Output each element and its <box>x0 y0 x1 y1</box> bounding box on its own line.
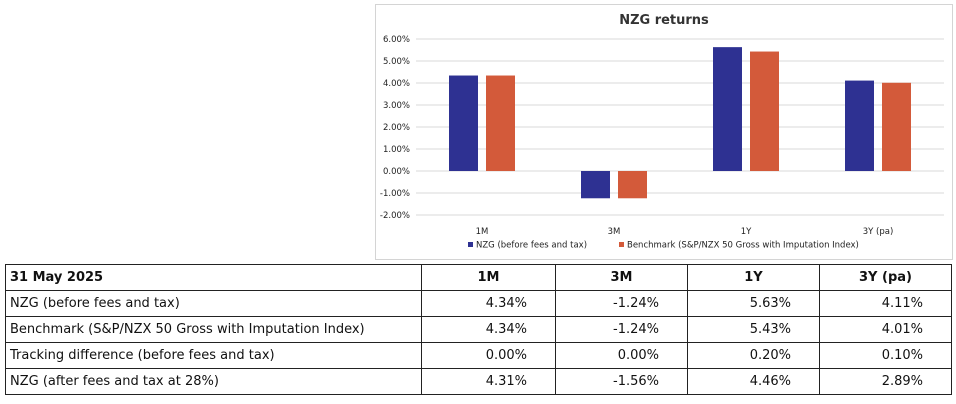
table-header-1y: 1Y <box>687 264 820 291</box>
chart-title: NZG returns <box>619 13 709 28</box>
y-tick-label: -1.00% <box>380 189 410 199</box>
table-row: Tracking difference (before fees and tax… <box>5 342 952 369</box>
table-cell: -1.24% <box>555 290 688 317</box>
y-tick-label: 6.00% <box>383 35 410 45</box>
bar-nzg-3ypa <box>845 80 874 171</box>
legend-swatch-benchmark <box>619 242 624 247</box>
table-header-1m: 1M <box>421 264 556 291</box>
y-tick-label: 4.00% <box>383 79 410 89</box>
bar-nzg-1m <box>449 75 478 171</box>
row-label: Tracking difference (before fees and tax… <box>5 342 422 369</box>
x-category-label: 1M <box>476 227 489 237</box>
table-header-row: 31 May 2025 1M 3M 1Y 3Y (pa) <box>5 264 952 291</box>
legend: NZG (before fees and tax) Benchmark (S&P… <box>468 241 859 251</box>
x-category-label: 1Y <box>741 227 752 237</box>
table-cell: 0.00% <box>421 342 556 369</box>
table-cell: 4.31% <box>421 368 556 395</box>
y-tick-label: 1.00% <box>383 145 410 155</box>
returns-table: 31 May 2025 1M 3M 1Y 3Y (pa) NZG (before… <box>5 264 952 395</box>
row-label: NZG (after fees and tax at 28%) <box>5 368 422 395</box>
row-label: Benchmark (S&P/NZX 50 Gross with Imputat… <box>5 316 422 343</box>
table-cell: 0.00% <box>555 342 688 369</box>
table-cell: 4.01% <box>819 316 952 343</box>
table-cell: 0.10% <box>819 342 952 369</box>
table-row: NZG (after fees and tax at 28%) 4.31% -1… <box>5 368 952 395</box>
bar-nzg-3m <box>581 171 610 199</box>
bar-benchmark-3ypa <box>882 82 911 171</box>
bar-nzg-1y <box>713 47 742 171</box>
row-label: NZG (before fees and tax) <box>5 290 422 317</box>
bars <box>449 47 911 199</box>
table-cell: 5.63% <box>687 290 820 317</box>
x-category-label: 3Y (pa) <box>863 227 894 237</box>
chart-panel: NZG returns 6.00% 5.00% 4.00% 3.00% 2.00% 1.0… <box>375 4 953 260</box>
table-cell: 0.20% <box>687 342 820 369</box>
table-cell: 4.11% <box>819 290 952 317</box>
table-header-date: 31 May 2025 <box>5 264 422 291</box>
bar-benchmark-1y <box>750 51 779 171</box>
table-cell: -1.56% <box>555 368 688 395</box>
y-tick-label: -2.00% <box>380 211 410 221</box>
y-tick-label: 5.00% <box>383 57 410 67</box>
x-axis-categories: 1M 3M 1Y 3Y (pa) <box>476 227 894 237</box>
y-tick-label: 3.00% <box>383 101 410 111</box>
table-cell: 4.34% <box>421 290 556 317</box>
bar-benchmark-1m <box>486 75 515 171</box>
x-category-label: 3M <box>608 227 621 237</box>
returns-bar-chart: NZG returns 6.00% 5.00% 4.00% 3.00% 2.00% 1.0… <box>380 13 944 251</box>
legend-label-benchmark: Benchmark (S&P/NZX 50 Gross with Imputat… <box>627 241 859 251</box>
table-cell: -1.24% <box>555 316 688 343</box>
table-cell: 4.34% <box>421 316 556 343</box>
table-cell: 5.43% <box>687 316 820 343</box>
legend-swatch-nzg <box>468 242 473 247</box>
y-tick-label: 2.00% <box>383 123 410 133</box>
y-axis-ticks: 6.00% 5.00% 4.00% 3.00% 2.00% 1.00% 0.00% -1.00… <box>380 35 410 221</box>
table-cell: 2.89% <box>819 368 952 395</box>
legend-label-nzg: NZG (before fees and tax) <box>476 241 587 251</box>
table-header-3y: 3Y (pa) <box>819 264 952 291</box>
table-header-3m: 3M <box>555 264 688 291</box>
table-row: NZG (before fees and tax) 4.34% -1.24% 5… <box>5 290 952 317</box>
bar-benchmark-3m <box>618 171 647 199</box>
table-row: Benchmark (S&P/NZX 50 Gross with Imputat… <box>5 316 952 343</box>
y-tick-label: 0.00% <box>383 167 410 177</box>
table-cell: 4.46% <box>687 368 820 395</box>
